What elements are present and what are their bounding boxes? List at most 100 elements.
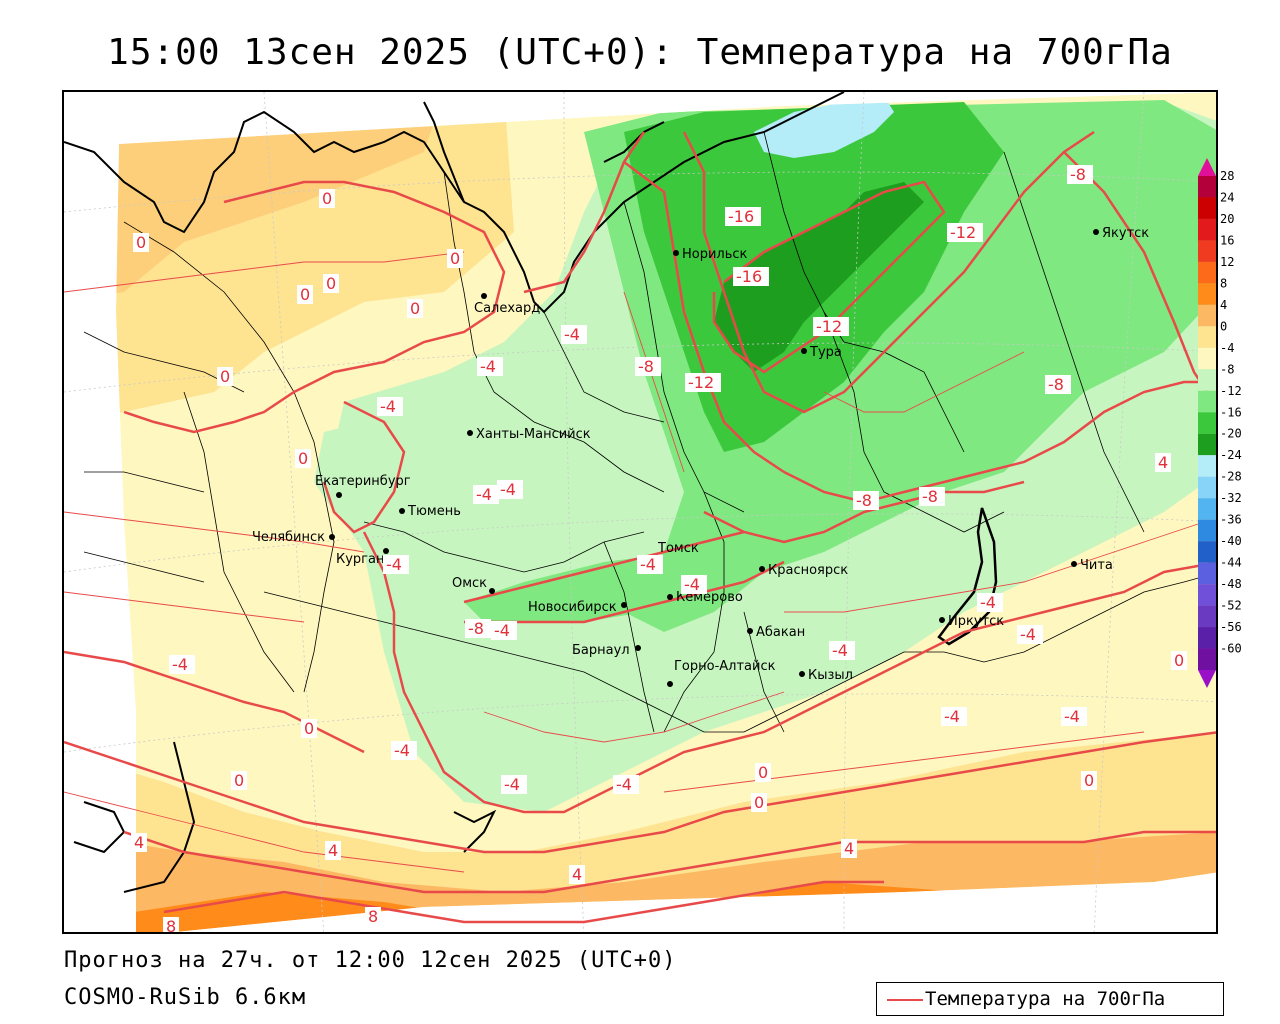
isotherm-label: -12 — [947, 223, 983, 242]
colorbar-label: -32 — [1220, 491, 1242, 505]
isotherm-label: 8 — [163, 917, 179, 932]
colorbar: 28 24 20 16 12 8 4 0 -4 -8 -12 -16 -20 -24 -28 -32 -36 -4… — [1198, 158, 1242, 688]
temperature-map: Норильск Якутск Салехард Тура Ханты-Мансийск… — [62, 90, 1218, 934]
isotherm-label: 4 — [1155, 453, 1171, 472]
city-13: Красноярск — [759, 563, 848, 578]
colorbar-cell — [1198, 455, 1216, 477]
isotherm-label-bg — [297, 285, 313, 304]
isotherm-label-bg — [1155, 453, 1171, 472]
city-4: Ханты-Мансийск — [467, 427, 591, 442]
isotherm-label-text: -16 — [728, 207, 754, 226]
city-label: Челябинск — [252, 530, 325, 545]
city-label: Барнаул — [572, 643, 630, 658]
isotherm-label-text: -4 — [832, 641, 848, 660]
colorbar-cell — [1198, 541, 1216, 563]
colorbar-label: 20 — [1220, 212, 1234, 226]
isotherm-label-text: 4 — [1158, 453, 1168, 472]
isotherm-label-bg — [377, 397, 403, 416]
isotherm-label: 0 — [301, 719, 317, 738]
colorbar-label: 12 — [1220, 255, 1234, 269]
isotherm-label-text: -4 — [980, 593, 996, 612]
city-dot — [329, 534, 335, 540]
colorbar-label: -44 — [1220, 556, 1242, 570]
city-label: Новосибирск — [528, 600, 617, 615]
isotherm-label: -4 — [497, 480, 523, 499]
colorbar-cell — [1198, 347, 1216, 370]
isotherm-label-text: -4 — [386, 555, 402, 574]
isotherm-label-bg — [1081, 771, 1097, 790]
colorbar-top-arrow — [1198, 158, 1216, 176]
isotherm-label-bg — [685, 373, 721, 392]
city-dot — [635, 645, 641, 651]
isotherm-label: -4 — [1061, 707, 1087, 726]
isotherm-label-text: 0 — [758, 763, 768, 782]
isotherm-label: -12 — [813, 317, 849, 336]
isotherm-label: 0 — [1081, 771, 1097, 790]
isotherm-label-bg — [323, 274, 339, 293]
colorbar-label: -60 — [1220, 642, 1242, 656]
isotherm-label: 4 — [569, 865, 585, 884]
isotherm-label-text: -4 — [394, 741, 410, 760]
isotherm-label-text: 4 — [844, 839, 854, 858]
colorbar-cell — [1198, 584, 1216, 606]
forecast-info: Прогноз на 27ч. от 12:00 12сен 2025 (UTC… — [64, 948, 677, 973]
city-dot — [667, 681, 673, 687]
isotherm-label-text: -4 — [476, 485, 492, 504]
isotherm-label-text: -4 — [480, 357, 496, 376]
isotherm-label: -8 — [1067, 165, 1093, 184]
isotherm-label-bg — [391, 741, 417, 760]
isotherm-label-text: 0 — [220, 367, 230, 386]
isotherm-label-bg — [131, 833, 147, 852]
isotherm-label-text: 8 — [368, 907, 378, 926]
colorbar-label: -36 — [1220, 513, 1242, 527]
city-label: Красноярск — [768, 563, 848, 578]
isotherm-label-text: -4 — [1020, 625, 1036, 644]
isotherm-label-text: 0 — [1174, 651, 1184, 670]
colorbar-label: -16 — [1220, 405, 1242, 419]
city-label: Иркутск — [948, 614, 1004, 629]
isotherm-label: 0 — [295, 449, 311, 468]
isotherm-label: -4 — [637, 555, 663, 574]
city-17: Кызыл — [799, 668, 853, 683]
isotherm-label-text: -8 — [468, 619, 484, 638]
city-dot — [939, 617, 945, 623]
isotherm-label: -4 — [473, 485, 499, 504]
colorbar-label: -48 — [1220, 577, 1242, 591]
isotherm-label-bg — [319, 189, 335, 208]
city-dot — [399, 508, 405, 514]
isotherm-label: 0 — [323, 274, 339, 293]
legend-line-swatch — [887, 999, 923, 1001]
colorbar-label: -52 — [1220, 599, 1242, 613]
isotherm-label-bg — [637, 555, 663, 574]
isotherm-label: 8 — [365, 907, 381, 926]
isotherm-label-bg — [231, 771, 247, 790]
isotherm-label-bg — [635, 357, 661, 376]
isotherm-label: -4 — [383, 555, 409, 574]
city-label: Томск — [657, 541, 699, 556]
city-16: Горно-Алтайск — [667, 659, 776, 687]
colorbar-cell — [1198, 218, 1216, 241]
colorbar-cell — [1198, 197, 1216, 219]
colorbar-label: 0 — [1220, 319, 1227, 333]
isotherm-label-bg — [217, 367, 233, 386]
isotherm-label-bg — [491, 621, 517, 640]
isotherm-label: -4 — [377, 397, 403, 416]
isotherm-label-text: 4 — [134, 833, 144, 852]
isotherm-label-bg — [1061, 707, 1087, 726]
city-dot — [336, 492, 342, 498]
colorbar-cell — [1198, 519, 1216, 542]
isotherm-label-text: 0 — [450, 249, 460, 268]
isotherm-label-bg — [561, 325, 587, 344]
colorbar-label: 24 — [1220, 190, 1234, 204]
isotherm-label-text: 0 — [136, 233, 146, 252]
graticule — [64, 92, 1216, 932]
colorbar-cell — [1198, 176, 1216, 198]
isotherm-label: 4 — [325, 841, 341, 860]
city-dot — [481, 293, 487, 299]
isotherm-label: -8 — [635, 357, 661, 376]
isotherm-label: 0 — [133, 233, 149, 252]
city-dot — [801, 348, 807, 354]
isotherm-label-text: -8 — [922, 487, 938, 506]
city-label: Екатеринбург — [315, 474, 411, 489]
isotherm-label: -4 — [681, 575, 707, 594]
